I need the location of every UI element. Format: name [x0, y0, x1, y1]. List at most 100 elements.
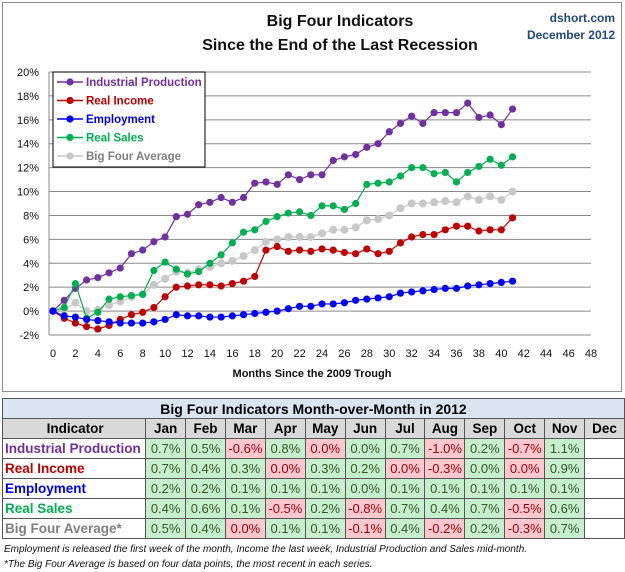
value-cell: 0.0%	[264, 458, 306, 479]
value-cell	[584, 438, 625, 459]
footnote-average: *The Big Four Average is based on four d…	[4, 559, 373, 570]
data-point	[340, 248, 349, 257]
data-point	[463, 192, 472, 201]
value-cell: -0.5%	[504, 498, 546, 519]
value-cell: 0.0%	[224, 518, 266, 539]
value-cell: 0.7%	[145, 458, 187, 479]
data-point	[195, 312, 203, 320]
x-tick-label: 34	[428, 348, 440, 360]
value-cell: 0.7%	[464, 498, 506, 519]
data-point	[352, 150, 360, 159]
data-point	[195, 281, 203, 289]
monthly-table: Big Four Indicators Month-over-Month in …	[1, 398, 625, 539]
legend-label: Real Sales	[86, 133, 144, 145]
data-point	[430, 170, 438, 178]
data-point	[217, 313, 225, 321]
value-cell: -0.3%	[504, 518, 546, 539]
data-point	[430, 198, 439, 207]
data-point	[475, 227, 483, 235]
x-axis-label: Months Since the 2009 Trough	[233, 368, 392, 380]
column-header: Jan	[145, 418, 187, 439]
data-point	[374, 179, 382, 187]
x-tick-label: 6	[117, 348, 123, 360]
table-row: Real Income 0.7% 0.4% 0.3% 0.0% 0.3% 0.2% 0.0% -…	[1, 458, 625, 479]
data-point	[441, 197, 450, 206]
data-point	[452, 109, 461, 117]
data-point	[318, 229, 326, 238]
indicator-label: Big Four Average*	[1, 518, 147, 539]
column-header: Apr	[264, 418, 306, 439]
column-header: Nov	[544, 418, 586, 439]
data-point	[452, 178, 461, 186]
value-cell: 0.6%	[544, 498, 586, 519]
value-cell: 0.1%	[304, 478, 346, 499]
y-tick-label: 12%	[17, 163, 39, 175]
legend-label: Employment	[86, 114, 155, 126]
source-date: December 2012	[526, 28, 615, 42]
value-cell: 0.6%	[185, 498, 226, 519]
column-header: May	[304, 418, 346, 439]
data-point	[251, 309, 259, 318]
data-point	[239, 277, 248, 285]
data-point	[161, 315, 169, 324]
data-point	[475, 162, 483, 171]
value-cell	[584, 458, 625, 479]
x-tick-label: 48	[585, 348, 597, 360]
x-tick-label: 8	[140, 348, 146, 360]
data-point	[139, 319, 147, 327]
data-point	[105, 295, 113, 303]
value-cell: 0.4%	[424, 498, 466, 519]
legend-swatch-marker	[66, 96, 74, 105]
subtitle-line: Since the End of the Last Recession	[202, 37, 478, 54]
data-point	[385, 211, 394, 220]
x-tick-label: 14	[204, 348, 216, 360]
column-header: Dec	[584, 418, 625, 439]
data-point	[474, 195, 483, 204]
value-cell: -1.0%	[424, 438, 466, 459]
value-cell: 0.1%	[544, 478, 586, 499]
source-label: dshort.com December 2012	[527, 10, 615, 44]
y-tick-label: 10%	[17, 187, 39, 199]
y-tick-label: 8%	[23, 210, 39, 222]
data-point	[183, 282, 192, 290]
y-tick-label: 2%	[23, 282, 39, 294]
data-point	[206, 281, 214, 289]
data-point	[139, 308, 147, 316]
value-cell: 0.1%	[264, 518, 306, 539]
data-point	[60, 303, 68, 312]
data-point	[206, 198, 214, 206]
data-point	[419, 287, 427, 295]
column-header: Sep	[464, 418, 506, 439]
value-cell: 0.5%	[185, 438, 226, 459]
value-cell: 0.2%	[464, 518, 506, 539]
x-tick-label: 12	[181, 348, 193, 360]
data-point	[385, 128, 393, 136]
data-point	[441, 284, 449, 292]
data-point	[183, 210, 192, 218]
data-point	[150, 266, 158, 275]
legend-label: Big Four Average	[86, 151, 181, 163]
data-point	[172, 213, 180, 221]
data-point	[329, 225, 338, 234]
data-point	[239, 228, 248, 236]
data-point	[105, 318, 113, 326]
data-point	[183, 312, 192, 320]
x-tick-label: 20	[271, 348, 283, 360]
data-point	[273, 235, 282, 244]
data-point	[374, 140, 382, 148]
data-point	[352, 199, 360, 208]
data-point	[262, 217, 270, 226]
data-point	[105, 269, 113, 277]
y-tick-label: -2%	[19, 330, 39, 342]
data-point	[486, 279, 494, 288]
data-point	[284, 305, 292, 313]
data-point	[486, 192, 495, 201]
data-point	[497, 226, 505, 234]
data-point	[273, 213, 281, 221]
value-cell: 0.3%	[304, 458, 346, 479]
data-point	[340, 225, 349, 234]
data-point	[385, 178, 393, 186]
data-point	[71, 298, 80, 307]
column-header: Indicator	[1, 418, 147, 439]
